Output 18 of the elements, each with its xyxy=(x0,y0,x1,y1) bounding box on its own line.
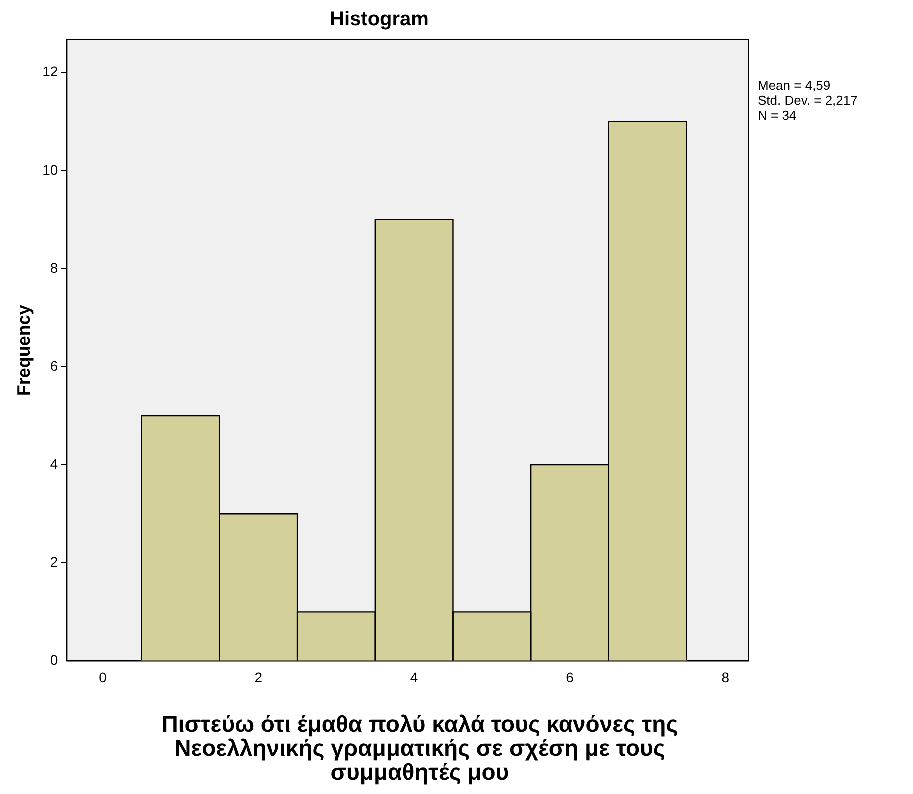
x-axis-title: Πιστεύω ότι έμαθα πολύ καλά τους κανόνες της Νεοελληνικής γραμματικής σε σχέση με τους συμμαθητές μου xyxy=(160,711,680,785)
x-tick-label: 6 xyxy=(566,669,574,686)
x-tick-label: 0 xyxy=(99,669,108,686)
text: Std. Dev. = 2,217 xyxy=(758,93,858,108)
y-tick-label: 8 xyxy=(50,260,58,276)
text: Mean = 4,59 xyxy=(758,78,832,93)
text: N = 34 xyxy=(758,108,798,123)
y-tick-label: 0 xyxy=(50,652,58,668)
chart-title: Histogram xyxy=(330,8,429,31)
x-tick-label: 8 xyxy=(722,669,730,686)
y-axis-title: Frequency xyxy=(14,305,34,396)
y-tick-label: 4 xyxy=(50,456,58,472)
y-tick-label: 2 xyxy=(50,554,58,570)
x-tick-label: 2 xyxy=(254,669,263,686)
y-tick-label: 6 xyxy=(50,358,58,374)
y-tick-label: 10 xyxy=(42,162,58,178)
y-tick-label: 12 xyxy=(42,64,58,80)
x-tick-label: 4 xyxy=(410,669,418,686)
